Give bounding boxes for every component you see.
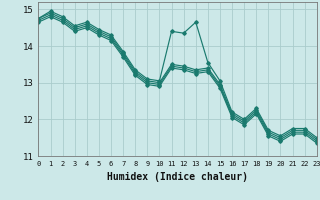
X-axis label: Humidex (Indice chaleur): Humidex (Indice chaleur) <box>107 172 248 182</box>
